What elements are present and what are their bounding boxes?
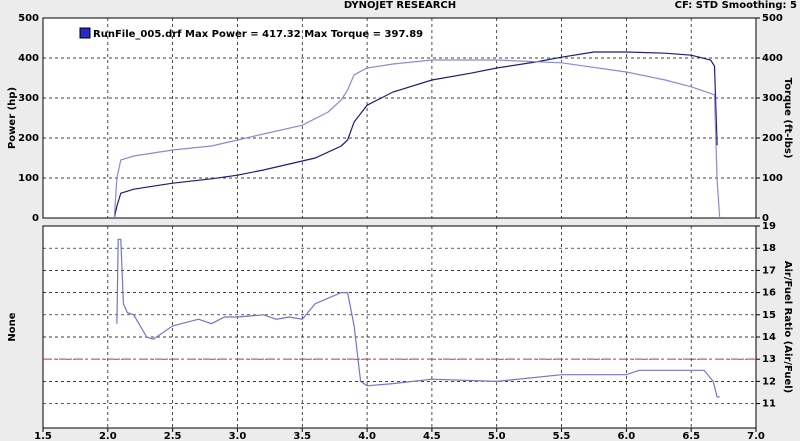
x-tick-label: 4.5 <box>423 431 441 441</box>
series-line <box>113 59 721 219</box>
x-tick-label: 3.0 <box>229 431 247 441</box>
y2-tick-label: 500 <box>762 13 783 24</box>
y-tick-label: 500 <box>18 13 39 24</box>
chart-title: DYNOJET RESEARCH <box>344 0 456 11</box>
y-axis-title: Power (hp) <box>7 87 18 149</box>
y-tick-label: 300 <box>18 93 39 104</box>
y2-tick-label: 300 <box>762 93 783 104</box>
y-axis-title: None <box>7 312 18 341</box>
legend-label: RunFile_005.drf Max Power = 417.32 Max T… <box>93 29 423 40</box>
x-tick-label: 5.0 <box>488 431 506 441</box>
y2-axis-title: Torque (ft-lbs) <box>782 78 793 159</box>
y2-axis-title: Air/Fuel Ratio (Air/Fuel) <box>782 261 793 393</box>
x-tick-label: 5.5 <box>553 431 571 441</box>
y2-tick-label: 200 <box>762 133 783 144</box>
y2-tick-label: 100 <box>762 173 783 184</box>
y2-tick-label: 19 <box>762 221 776 232</box>
y2-tick-label: 18 <box>762 243 776 254</box>
y2-tick-label: 11 <box>762 399 776 410</box>
legend-swatch <box>79 27 91 39</box>
y-tick-label: 0 <box>32 213 39 224</box>
series-line <box>113 51 718 219</box>
y2-tick-label: 13 <box>762 354 776 365</box>
x-tick-label: 7.0 <box>747 431 765 441</box>
y2-tick-label: 400 <box>762 53 783 64</box>
y2-tick-label: 17 <box>762 265 776 276</box>
afr-panel <box>42 225 757 429</box>
y2-tick-label: 15 <box>762 310 776 321</box>
y-tick-label: 400 <box>18 53 39 64</box>
y2-tick-label: 14 <box>762 332 776 343</box>
x-tick-label: 3.5 <box>293 431 311 441</box>
x-tick-label: 1.5 <box>34 431 52 441</box>
x-tick-label: 6.5 <box>682 431 700 441</box>
y-tick-label: 100 <box>18 173 39 184</box>
y-tick-label: 200 <box>18 133 39 144</box>
subtitle: CF: STD Smoothing: 5 <box>675 0 797 11</box>
x-tick-label: 2.5 <box>164 431 182 441</box>
y2-tick-label: 16 <box>762 288 776 299</box>
series-line <box>116 238 720 398</box>
y2-tick-label: 12 <box>762 376 776 387</box>
x-tick-label: 4.0 <box>358 431 376 441</box>
x-tick-label: 6.0 <box>618 431 636 441</box>
power-panel <box>42 17 757 219</box>
y2-tick-label: 0 <box>762 213 769 224</box>
x-tick-label: 2.0 <box>99 431 117 441</box>
